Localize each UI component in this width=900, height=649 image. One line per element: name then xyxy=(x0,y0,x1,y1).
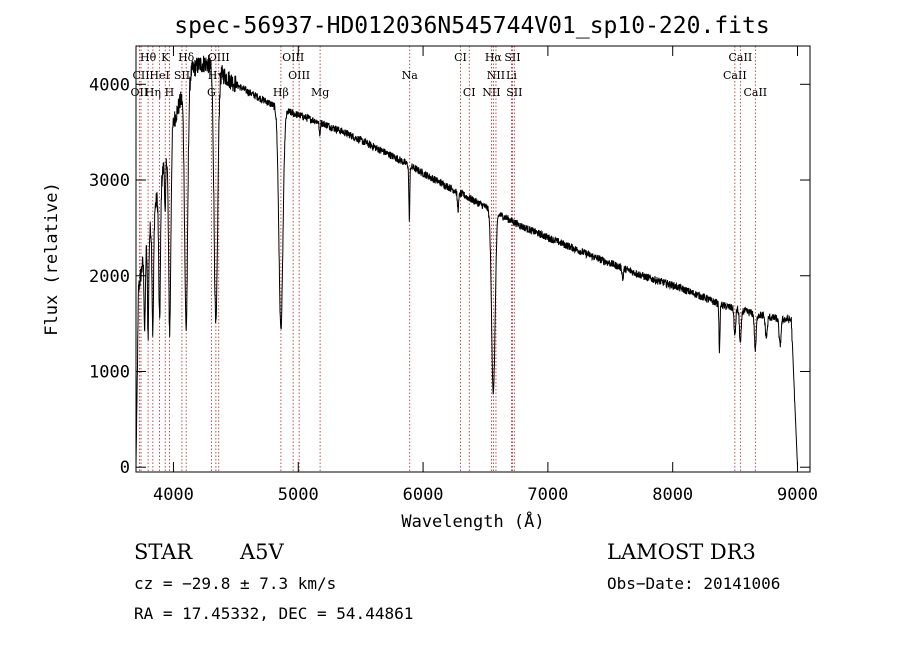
spectral-line-label: Li xyxy=(506,69,517,82)
y-tick-label: 1000 xyxy=(89,362,130,382)
y-tick-label: 2000 xyxy=(89,267,130,287)
spectral-line-label: Hη xyxy=(145,86,161,99)
x-tick-label: 6000 xyxy=(403,485,444,505)
x-tick-label: 7000 xyxy=(527,485,568,505)
spectral-line-label: SII xyxy=(504,51,520,64)
x-tick-label: 5000 xyxy=(278,485,319,505)
y-tick-label: 3000 xyxy=(89,171,130,191)
spectral-line-label: G xyxy=(207,86,216,99)
spectral-line-label: CaII xyxy=(743,86,767,99)
spectral-line-label: CaII xyxy=(723,69,747,82)
x-tick-label: 8000 xyxy=(652,485,693,505)
spectral-line-label: Mg xyxy=(311,86,329,99)
redshift-text: cz = −29.8 ± 7.3 km/s xyxy=(134,574,336,593)
spectral-line-label: NII xyxy=(487,69,505,82)
spectral-line-label: OII xyxy=(131,86,149,99)
spectral-line-label: SII xyxy=(506,86,522,99)
y-axis-label: Flux (relative) xyxy=(42,182,62,336)
spectral-line-label: CI xyxy=(463,86,476,99)
spectral-line-label: Hδ xyxy=(178,51,195,64)
spectral-line-label: K xyxy=(161,51,170,64)
spectrum-series-line xyxy=(135,55,798,468)
object-class: STAR xyxy=(134,540,193,564)
spectral-line-label: CI xyxy=(454,51,467,64)
x-axis-label: Wavelength (Å) xyxy=(401,510,544,532)
survey-name: LAMOST DR3 xyxy=(607,540,756,564)
chart-title: spec-56937-HD012036N545744V01_sp10-220.f… xyxy=(174,13,769,39)
spectral-line-label: H xyxy=(165,86,175,99)
obs-date-text: Obs−Date: 20141006 xyxy=(607,574,780,593)
x-axis-ticks: 4000 5000 6000 7000 8000 9000 xyxy=(153,46,818,505)
x-tick-label: 4000 xyxy=(153,485,194,505)
coordinates-text: RA = 17.45332, DEC = 54.44861 xyxy=(134,604,413,623)
y-axis-ticks: 0 1000 2000 3000 4000 xyxy=(89,75,810,478)
spectral-line-label: SII xyxy=(174,69,190,82)
x-tick-label: 9000 xyxy=(777,485,818,505)
spectral-line-label: HeI xyxy=(149,69,169,82)
spectral-line-label: Hβ xyxy=(273,86,289,99)
object-subclass: A5V xyxy=(239,540,285,564)
plot-frame xyxy=(135,45,811,473)
y-tick-label: 4000 xyxy=(89,75,130,95)
spectral-line-label: OIII xyxy=(208,51,230,64)
spectral-line-label: CII xyxy=(132,69,149,82)
spectral-line-label: NII xyxy=(482,86,500,99)
spectral-line-label: Na xyxy=(402,69,419,82)
y-tick-label: 0 xyxy=(120,458,130,478)
spectral-line-label: Hθ xyxy=(140,51,157,64)
spectral-line-label: CaII xyxy=(729,51,753,64)
spectral-line-label: OIII xyxy=(282,51,304,64)
spectral-line-label: Hα xyxy=(485,51,503,64)
spectral-line-markers xyxy=(138,46,756,472)
spectral-line-label: OIII xyxy=(288,69,310,82)
